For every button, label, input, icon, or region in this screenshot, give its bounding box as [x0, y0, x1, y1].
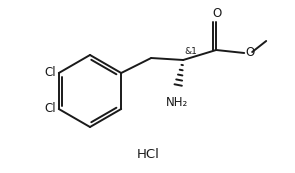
Text: O: O: [245, 45, 254, 58]
Text: &1: &1: [184, 47, 197, 56]
Text: Cl: Cl: [44, 66, 56, 80]
Text: Cl: Cl: [44, 102, 56, 116]
Text: O: O: [212, 7, 221, 20]
Text: HCl: HCl: [137, 148, 159, 162]
Text: NH₂: NH₂: [166, 96, 188, 109]
